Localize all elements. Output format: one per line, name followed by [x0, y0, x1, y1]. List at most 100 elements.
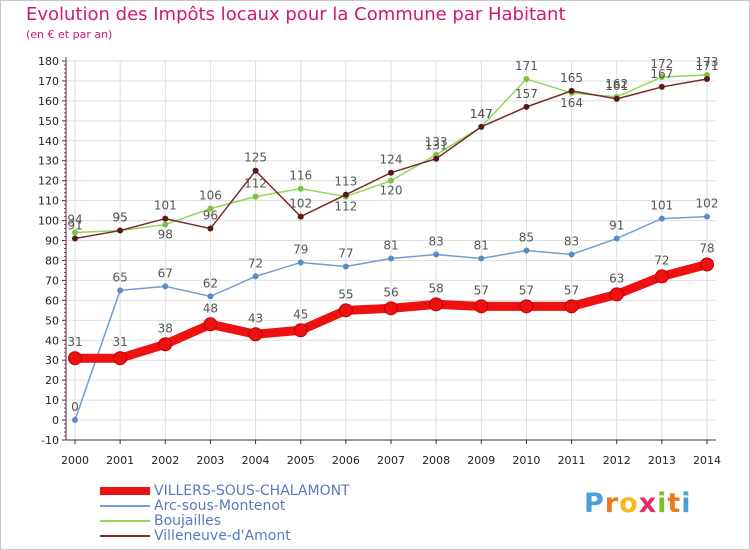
- data-label: 55: [338, 287, 353, 301]
- data-label: 63: [609, 271, 624, 285]
- data-label: 95: [113, 211, 128, 225]
- data-point: [474, 299, 489, 314]
- logo-letter: t: [667, 488, 682, 519]
- data-label: 72: [654, 253, 669, 267]
- data-label: 94: [67, 213, 82, 227]
- logo-letter: i: [657, 488, 668, 519]
- data-label: 57: [564, 283, 579, 297]
- y-tick-label: 50: [45, 314, 59, 327]
- data-label: 171: [696, 59, 719, 73]
- data-point: [72, 229, 78, 236]
- data-point: [654, 269, 669, 284]
- x-tick-label: 2008: [422, 454, 450, 467]
- data-point: [72, 417, 78, 424]
- y-tick-label: 170: [38, 75, 59, 88]
- data-label: 116: [289, 169, 312, 183]
- data-label: 65: [113, 270, 128, 284]
- y-tick-label: 60: [45, 294, 59, 307]
- data-point: [207, 293, 214, 300]
- data-label: 78: [699, 241, 714, 255]
- data-point: [207, 205, 214, 212]
- y-tick-label: 40: [45, 334, 59, 347]
- data-point: [293, 323, 308, 338]
- data-point: [117, 227, 124, 234]
- data-label: 173: [696, 55, 719, 69]
- data-point: [700, 257, 714, 272]
- data-point: [158, 337, 173, 352]
- data-label: 0: [71, 400, 79, 414]
- data-label: 125: [244, 151, 267, 165]
- data-label: 162: [605, 77, 628, 91]
- data-point: [113, 351, 128, 366]
- data-point: [429, 297, 444, 312]
- legend-item-villeneuve[interactable]: Villeneuve-d'Amont: [100, 529, 350, 544]
- legend-item-arc[interactable]: Arc-sous-Montenot: [100, 499, 350, 514]
- legend-label-boujailles: Boujailles: [154, 513, 222, 529]
- legend-item-boujailles[interactable]: Boujailles: [100, 514, 350, 529]
- y-tick-label: 0: [52, 414, 59, 427]
- data-label: 98: [158, 228, 173, 242]
- y-tick-label: 110: [38, 195, 59, 208]
- data-point: [433, 155, 440, 162]
- legend-item-villers[interactable]: VILLERS-SOUS-CHALAMONT: [100, 484, 350, 499]
- data-label: 102: [289, 197, 312, 211]
- y-tick-label: 100: [38, 215, 59, 228]
- data-label: 83: [564, 234, 579, 248]
- data-point: [568, 87, 575, 94]
- x-tick-label: 2001: [106, 454, 134, 467]
- data-point: [613, 95, 620, 102]
- data-label: 57: [474, 283, 489, 297]
- x-tick-label: 2009: [467, 454, 495, 467]
- y-tick-label: 30: [45, 354, 59, 367]
- chart-legend: VILLERS-SOUS-CHALAMONT Arc-sous-Montenot…: [100, 484, 350, 544]
- data-label: 157: [515, 87, 538, 101]
- data-label: 101: [154, 199, 177, 213]
- data-label: 131: [425, 139, 448, 153]
- data-label: 96: [203, 209, 218, 223]
- data-point: [658, 215, 665, 222]
- y-tick-label: 90: [45, 235, 59, 248]
- x-tick-label: 2005: [287, 454, 315, 467]
- data-label: 81: [383, 238, 398, 252]
- x-tick-label: 2006: [332, 454, 360, 467]
- data-point: [162, 221, 169, 228]
- data-point: [478, 255, 485, 262]
- legend-swatch-villers: [100, 487, 150, 495]
- data-label: 67: [158, 266, 173, 280]
- data-point: [433, 251, 440, 258]
- data-point: [613, 235, 620, 242]
- chart-subtitle: (en € et par an): [26, 28, 113, 41]
- data-label: 102: [696, 197, 719, 211]
- x-tick-label: 2012: [603, 454, 631, 467]
- y-tick-label: 70: [45, 274, 59, 287]
- data-label: 147: [470, 107, 493, 121]
- data-label: 58: [429, 281, 444, 295]
- legend-label-villeneuve: Villeneuve-d'Amont: [154, 528, 291, 544]
- data-label: 85: [519, 231, 534, 245]
- data-point: [568, 251, 575, 258]
- data-label: 72: [248, 256, 263, 270]
- data-label: 31: [67, 335, 82, 349]
- data-point: [519, 299, 534, 314]
- data-label: 62: [203, 276, 218, 290]
- data-point: [338, 303, 353, 318]
- data-point: [523, 247, 530, 254]
- y-tick-label: -10: [41, 434, 59, 447]
- y-tick-label: 10: [45, 394, 59, 407]
- data-point: [388, 169, 394, 176]
- data-label: 43: [248, 311, 263, 325]
- data-point: [297, 213, 304, 220]
- y-tick-label: 120: [38, 175, 59, 188]
- y-tick-label: 160: [38, 95, 59, 108]
- data-label: 57: [519, 283, 534, 297]
- data-point: [564, 299, 579, 314]
- data-label: 112: [334, 200, 357, 214]
- legend-swatch-villeneuve: [100, 535, 150, 537]
- data-point: [117, 287, 124, 294]
- x-tick-label: 2014: [693, 454, 721, 467]
- data-point: [342, 191, 349, 198]
- data-point: [72, 235, 78, 242]
- chart-title: Evolution des Impôts locaux pour la Comm…: [26, 4, 566, 25]
- data-label: 77: [338, 246, 353, 260]
